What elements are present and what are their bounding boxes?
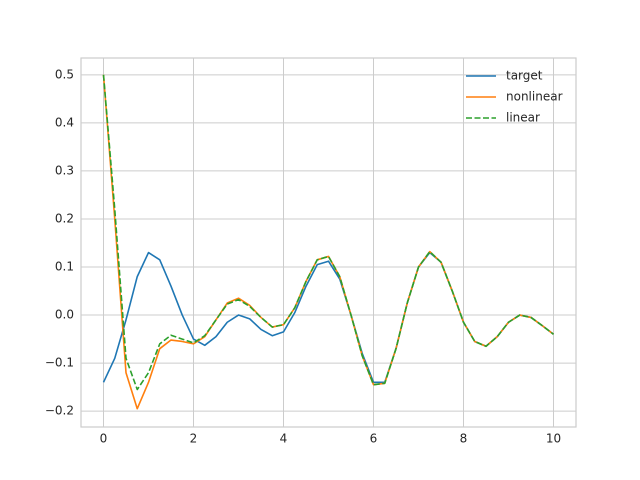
x-tick-label: 2: [190, 432, 198, 446]
y-tick-label: 0.3: [55, 163, 74, 177]
legend-label: nonlinear: [506, 90, 563, 104]
legend-label: linear: [506, 111, 540, 125]
y-tick-label: 0.1: [55, 260, 74, 274]
y-tick-label: −0.2: [45, 404, 74, 418]
plot-frame: [80, 57, 577, 428]
series-line: [102, 74, 554, 391]
y-tick-label: 0.2: [55, 211, 74, 225]
x-tick-label: 0: [100, 432, 108, 446]
x-tick-label: 4: [280, 432, 288, 446]
x-tick-label: 6: [370, 432, 378, 446]
y-tick-label: −0.1: [45, 356, 74, 370]
y-tick-label: 0.0: [55, 308, 74, 322]
y-tick-label: 0.4: [55, 115, 74, 129]
legend-label: target: [506, 69, 543, 83]
plot-area: [81, 58, 576, 427]
x-tick-label: 8: [460, 432, 468, 446]
y-tick-label: 0.5: [55, 67, 74, 81]
x-tick-label: 10: [546, 432, 561, 446]
